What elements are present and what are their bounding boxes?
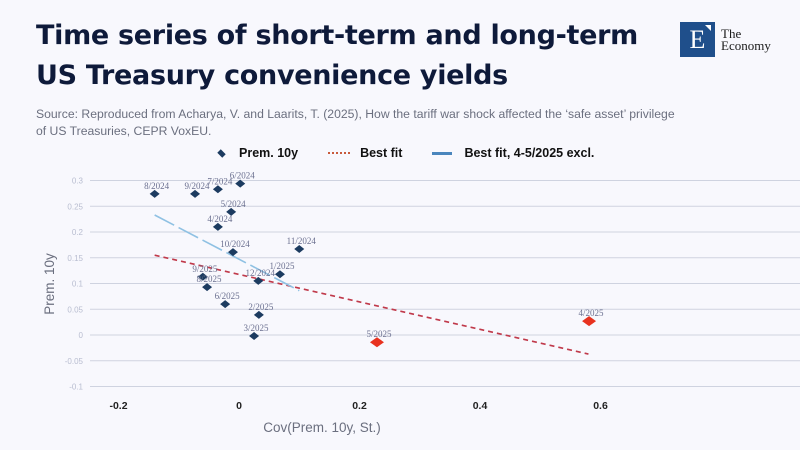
point-label: 8/2024 (144, 181, 170, 191)
data-point (369, 337, 384, 348)
point-label: 7/2024 (207, 176, 233, 186)
legend-item-best-fit: Best fit (328, 146, 402, 160)
x-tick-label: 0 (236, 400, 242, 412)
data-point (253, 310, 264, 319)
data-point (274, 270, 285, 279)
point-label: 6/2025 (215, 291, 241, 301)
data-point (220, 300, 231, 309)
best-fit-line (154, 254, 589, 355)
chart-title: Time series of short-term and long-term … (36, 20, 638, 91)
point-label: 5/2025 (366, 329, 392, 339)
x-tick-label: 0.2 (352, 400, 367, 412)
the-economy-logo[interactable]: E The Economy (680, 22, 771, 57)
y-axis-ticks: 0.3 0.25 0.2 0.15 0.1 0.05 0 -0.05 -0.1 (65, 177, 84, 392)
point-label: 10/2024 (220, 239, 250, 249)
x-tick-label: -0.2 (109, 400, 127, 412)
point-label: 6/2024 (230, 171, 256, 181)
y-axis-label: Prem. 10y (42, 253, 57, 315)
best-fit-excl-line (154, 214, 300, 292)
logo-e-icon: E (680, 22, 715, 57)
data-point (294, 244, 305, 253)
point-label: 4/2025 (579, 308, 605, 318)
legend-label: Best fit (360, 146, 403, 160)
logo-line-1: The (721, 25, 742, 41)
point-label: 9/2024 (185, 181, 211, 191)
data-point (582, 316, 597, 327)
data-point (212, 222, 223, 231)
logo-line-2: Economy (721, 37, 771, 53)
y-tick-label: 0.15 (67, 254, 83, 263)
legend-item-best-fit-excl: Best fit, 4-5/2025 excl. (432, 146, 594, 160)
x-tick-label: 0.6 (593, 400, 608, 412)
data-point (226, 207, 237, 216)
legend-dashed-line (328, 152, 351, 154)
chart-legend: Prem. 10y Best fit Best fit, 4-5/2025 ex… (210, 143, 624, 163)
logo-text: The Economy (721, 25, 771, 53)
y-tick-label: -0.05 (65, 357, 84, 366)
point-label: 3/2025 (244, 323, 270, 333)
point-label: 4/2024 (207, 214, 233, 224)
y-tick-label: 0.25 (67, 202, 83, 211)
point-label: 5/2024 (221, 199, 247, 209)
point-label: 1/2025 (269, 261, 295, 271)
point-label: 8/2025 (197, 274, 223, 284)
data-point (249, 332, 260, 341)
point-label: 11/2024 (287, 236, 317, 246)
data-point (253, 276, 264, 285)
point-label: 9/2025 (192, 264, 218, 274)
y-tick-label: 0.1 (72, 280, 84, 289)
data-point (235, 179, 246, 188)
grid-lines (90, 180, 800, 387)
data-point (149, 189, 160, 198)
x-tick-label: 0.4 (473, 400, 488, 412)
legend-item-prem-10y: Prem. 10y (210, 146, 298, 160)
y-tick-label: -0.1 (69, 383, 83, 392)
x-axis-label: Cov(Prem. 10y, St.) (263, 420, 381, 435)
source-note: Source: Reproduced from Acharya, V. and … (36, 107, 675, 138)
x-axis-ticks: -0.2 0 0.2 0.4 0.6 (109, 400, 607, 412)
fit-lines (154, 214, 589, 355)
y-tick-label: 0.05 (67, 305, 83, 314)
point-label: 12/2024 (246, 268, 276, 278)
y-tick-label: 0 (79, 331, 84, 340)
data-point (197, 272, 208, 281)
legend-label: Prem. 10y (239, 146, 299, 160)
data-point (227, 248, 238, 257)
point-label: 2/2025 (248, 302, 274, 312)
legend-label: Best fit, 4-5/2025 excl. (464, 146, 595, 160)
data-point (202, 283, 213, 292)
y-tick-label: 0.3 (72, 177, 84, 186)
data-point (212, 185, 223, 194)
data-point (190, 189, 201, 198)
data-points (149, 179, 597, 348)
y-tick-label: 0.2 (72, 228, 84, 237)
legend-solid-line (432, 151, 453, 155)
